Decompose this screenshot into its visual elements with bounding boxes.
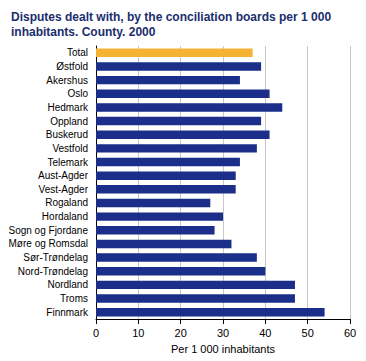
- svg-text:Hedmark: Hedmark: [47, 102, 89, 113]
- svg-text:Sør-Trøndelag: Sør-Trøndelag: [23, 252, 88, 263]
- svg-text:Finnmark: Finnmark: [46, 307, 89, 318]
- svg-text:Vest-Agder: Vest-Agder: [39, 184, 89, 195]
- svg-text:Møre og Romsdal: Møre og Romsdal: [9, 238, 88, 249]
- svg-text:inhabitants. County. 2000: inhabitants. County. 2000: [11, 25, 156, 39]
- svg-text:10: 10: [132, 327, 144, 339]
- svg-text:Troms: Troms: [60, 293, 88, 304]
- svg-text:Nordland: Nordland: [47, 279, 88, 290]
- svg-text:Telemark: Telemark: [47, 157, 89, 168]
- svg-text:Total: Total: [67, 47, 88, 58]
- svg-text:30: 30: [217, 327, 229, 339]
- svg-text:Aust-Agder: Aust-Agder: [38, 170, 89, 181]
- svg-text:Nord-Trøndelag: Nord-Trøndelag: [18, 266, 88, 277]
- svg-text:20: 20: [175, 327, 187, 339]
- svg-text:Buskerud: Buskerud: [46, 129, 88, 140]
- svg-text:40: 40: [259, 327, 271, 339]
- svg-text:Oslo: Oslo: [67, 88, 88, 99]
- svg-text:Akershus: Akershus: [46, 75, 88, 86]
- svg-text:Rogaland: Rogaland: [45, 197, 88, 208]
- svg-text:0: 0: [93, 327, 99, 339]
- svg-text:Hordaland: Hordaland: [42, 211, 88, 222]
- svg-text:Vestfold: Vestfold: [52, 143, 88, 154]
- svg-text:Østfold: Østfold: [56, 61, 88, 72]
- svg-text:60: 60: [344, 327, 356, 339]
- svg-text:50: 50: [302, 327, 314, 339]
- svg-text:Sogn og Fjordane: Sogn og Fjordane: [8, 225, 88, 236]
- svg-text:Disputes dealt with, by the co: Disputes dealt with, by the conciliation…: [11, 10, 334, 24]
- svg-text:Oppland: Oppland: [50, 116, 88, 127]
- svg-text:Per 1 000 inhabitants: Per 1 000 inhabitants: [171, 343, 275, 355]
